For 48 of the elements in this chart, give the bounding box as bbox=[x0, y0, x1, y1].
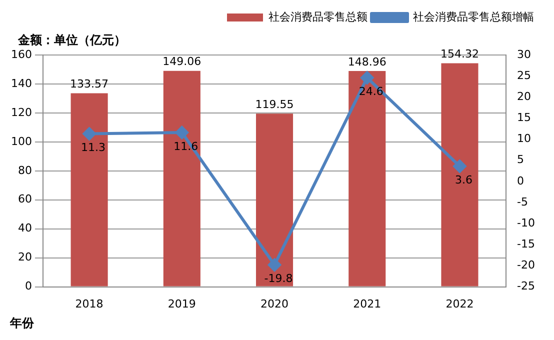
y-tick-label: 80 bbox=[18, 164, 32, 177]
x-tick-label: 2018 bbox=[75, 297, 104, 310]
data-label: 149.06 bbox=[162, 55, 202, 68]
y-tick-label: 60 bbox=[18, 192, 32, 206]
y2-tick-label: -25 bbox=[517, 280, 535, 293]
y2-tick-label: 30 bbox=[517, 48, 532, 61]
y2-tick-label: -15 bbox=[517, 238, 535, 251]
bar bbox=[256, 114, 294, 286]
legend-label: 社会消费品零售总额 bbox=[268, 10, 368, 24]
data-label: 3.6 bbox=[454, 174, 472, 187]
y2-tick-label: 0 bbox=[517, 174, 524, 188]
legend-label: 社会消费品零售总额增幅 bbox=[413, 10, 534, 24]
point bbox=[175, 126, 188, 140]
data-label: 119.55 bbox=[255, 98, 294, 111]
x-tick-label: 2022 bbox=[446, 297, 474, 310]
y2-tick-label: 5 bbox=[517, 153, 524, 166]
y-tick-label: 160 bbox=[10, 48, 32, 61]
y2-tick-label: 15 bbox=[517, 111, 532, 124]
data-label: -19.8 bbox=[264, 272, 293, 286]
x-tick-label: 2020 bbox=[260, 297, 289, 310]
y-tick-label: 120 bbox=[10, 106, 32, 119]
y-axis-title: 金额：单位（亿元） bbox=[18, 32, 126, 49]
data-label: 154.32 bbox=[440, 48, 479, 61]
y-tick-label: 140 bbox=[10, 76, 32, 90]
data-label: 11.3 bbox=[81, 141, 106, 154]
bar bbox=[348, 70, 386, 286]
bar bbox=[441, 63, 478, 286]
x-axis-title: 年份 bbox=[10, 315, 34, 332]
data-label: 133.57 bbox=[70, 78, 109, 91]
y2-tick-label: 20 bbox=[517, 90, 532, 104]
y2-tick-label: -10 bbox=[517, 216, 535, 230]
y2-tick-label: 10 bbox=[517, 132, 532, 146]
y2-tick-label: 25 bbox=[517, 68, 532, 82]
y-tick-label: 0 bbox=[24, 280, 32, 293]
bar bbox=[163, 70, 200, 286]
data-label: 148.96 bbox=[348, 55, 386, 68]
y-tick-label: 40 bbox=[18, 222, 32, 235]
point bbox=[268, 258, 282, 272]
x-tick-label: 2021 bbox=[353, 297, 382, 310]
point bbox=[453, 160, 466, 173]
point bbox=[82, 127, 96, 140]
point bbox=[360, 71, 374, 84]
y-tick-label: 100 bbox=[10, 134, 32, 148]
y-tick-label: 20 bbox=[18, 250, 32, 264]
x-tick-label: 2019 bbox=[168, 297, 196, 310]
y2-tick-label: -20 bbox=[517, 258, 535, 272]
bar bbox=[70, 93, 108, 286]
y2-tick-label: -5 bbox=[517, 195, 528, 208]
